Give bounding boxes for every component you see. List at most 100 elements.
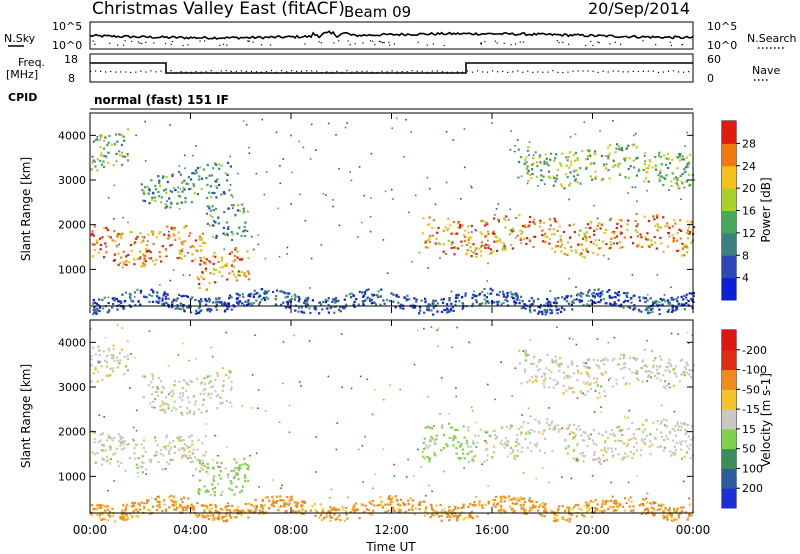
data-cell [520,242,523,245]
data-cell [592,429,595,432]
nave-dot [637,70,639,73]
data-cell [281,290,285,293]
data-cell [535,380,538,383]
nsearch-dot [199,40,201,42]
noise-cell [263,193,266,196]
data-cell [519,504,522,507]
data-cell [625,294,628,297]
data-cell [547,386,551,389]
data-cell [511,230,514,233]
data-cell [659,445,662,448]
data-cell [96,380,99,383]
nave-dot [502,70,504,73]
power-heatmap-data [90,117,696,316]
data-cell [582,292,585,295]
data-cell [283,503,286,506]
data-cell [543,160,546,163]
data-cell [156,291,159,294]
data-cell [638,243,641,247]
data-cell [575,428,578,431]
data-cell [663,424,666,427]
data-cell [250,504,253,507]
noise-cell [607,258,610,260]
data-cell [654,357,657,360]
noise-cell [315,471,317,473]
data-cell [530,450,533,453]
data-cell [585,166,588,169]
data-cell [227,303,230,306]
data-cell [565,156,568,159]
data-cell [581,255,584,258]
noise-cell [327,122,330,125]
noise-cell [246,230,249,232]
data-cell [132,510,135,513]
data-cell [93,311,96,314]
data-cell [459,457,462,460]
data-cell [587,359,590,362]
data-cell [558,428,561,431]
noise-cell [627,481,630,484]
data-cell [431,507,434,511]
noise-cell [417,448,419,451]
data-cell [524,226,527,229]
noise-cell [569,136,572,138]
data-cell [472,455,475,458]
data-cell [243,474,246,477]
data-cell [686,445,689,448]
data-cell [206,374,209,377]
nsearch-dot [374,44,376,46]
nave-dot [235,70,237,72]
data-cell [180,498,183,501]
data-cell [591,292,594,295]
data-cell [459,224,462,227]
data-cell [632,445,636,448]
nsearch-tick-top: 10^5 [707,20,737,33]
data-cell [156,394,159,397]
data-cell [593,510,596,513]
data-cell [108,134,111,138]
data-cell [165,461,169,464]
nave-dot [552,70,554,72]
data-cell [549,303,552,306]
data-cell [186,295,190,298]
nave-dot [331,71,333,73]
data-cell [666,225,669,228]
data-cell [326,307,329,310]
data-cell [167,305,171,309]
noise-cell [280,487,282,489]
data-cell [683,294,686,298]
data-cell [140,241,143,244]
data-cell [370,502,373,506]
data-cell [147,508,150,511]
data-cell [483,460,486,463]
data-cell [464,229,467,232]
data-cell [562,371,565,374]
data-cell [685,361,688,364]
data-cell [147,384,150,387]
data-cell [552,301,555,304]
data-cell [592,301,595,304]
nsearch-dot [372,40,374,42]
nave-dot [105,71,107,73]
data-cell [186,306,189,309]
data-cell [553,250,556,253]
data-cell [575,251,578,254]
data-cell [187,457,190,460]
data-cell [459,445,462,448]
data-cell [92,346,95,349]
nave-dot [326,71,328,73]
data-cell [428,234,432,237]
data-cell [196,458,199,461]
data-cell [649,453,652,456]
data-cell [463,436,466,439]
data-cell [684,511,688,514]
data-cell [650,239,653,242]
data-cell [567,509,571,512]
data-cell [518,299,521,302]
data-cell [98,504,101,507]
data-cell [567,155,570,159]
data-cell [99,306,102,309]
nsearch-dot [165,42,167,45]
data-cell [370,298,373,301]
data-cell [634,219,637,222]
